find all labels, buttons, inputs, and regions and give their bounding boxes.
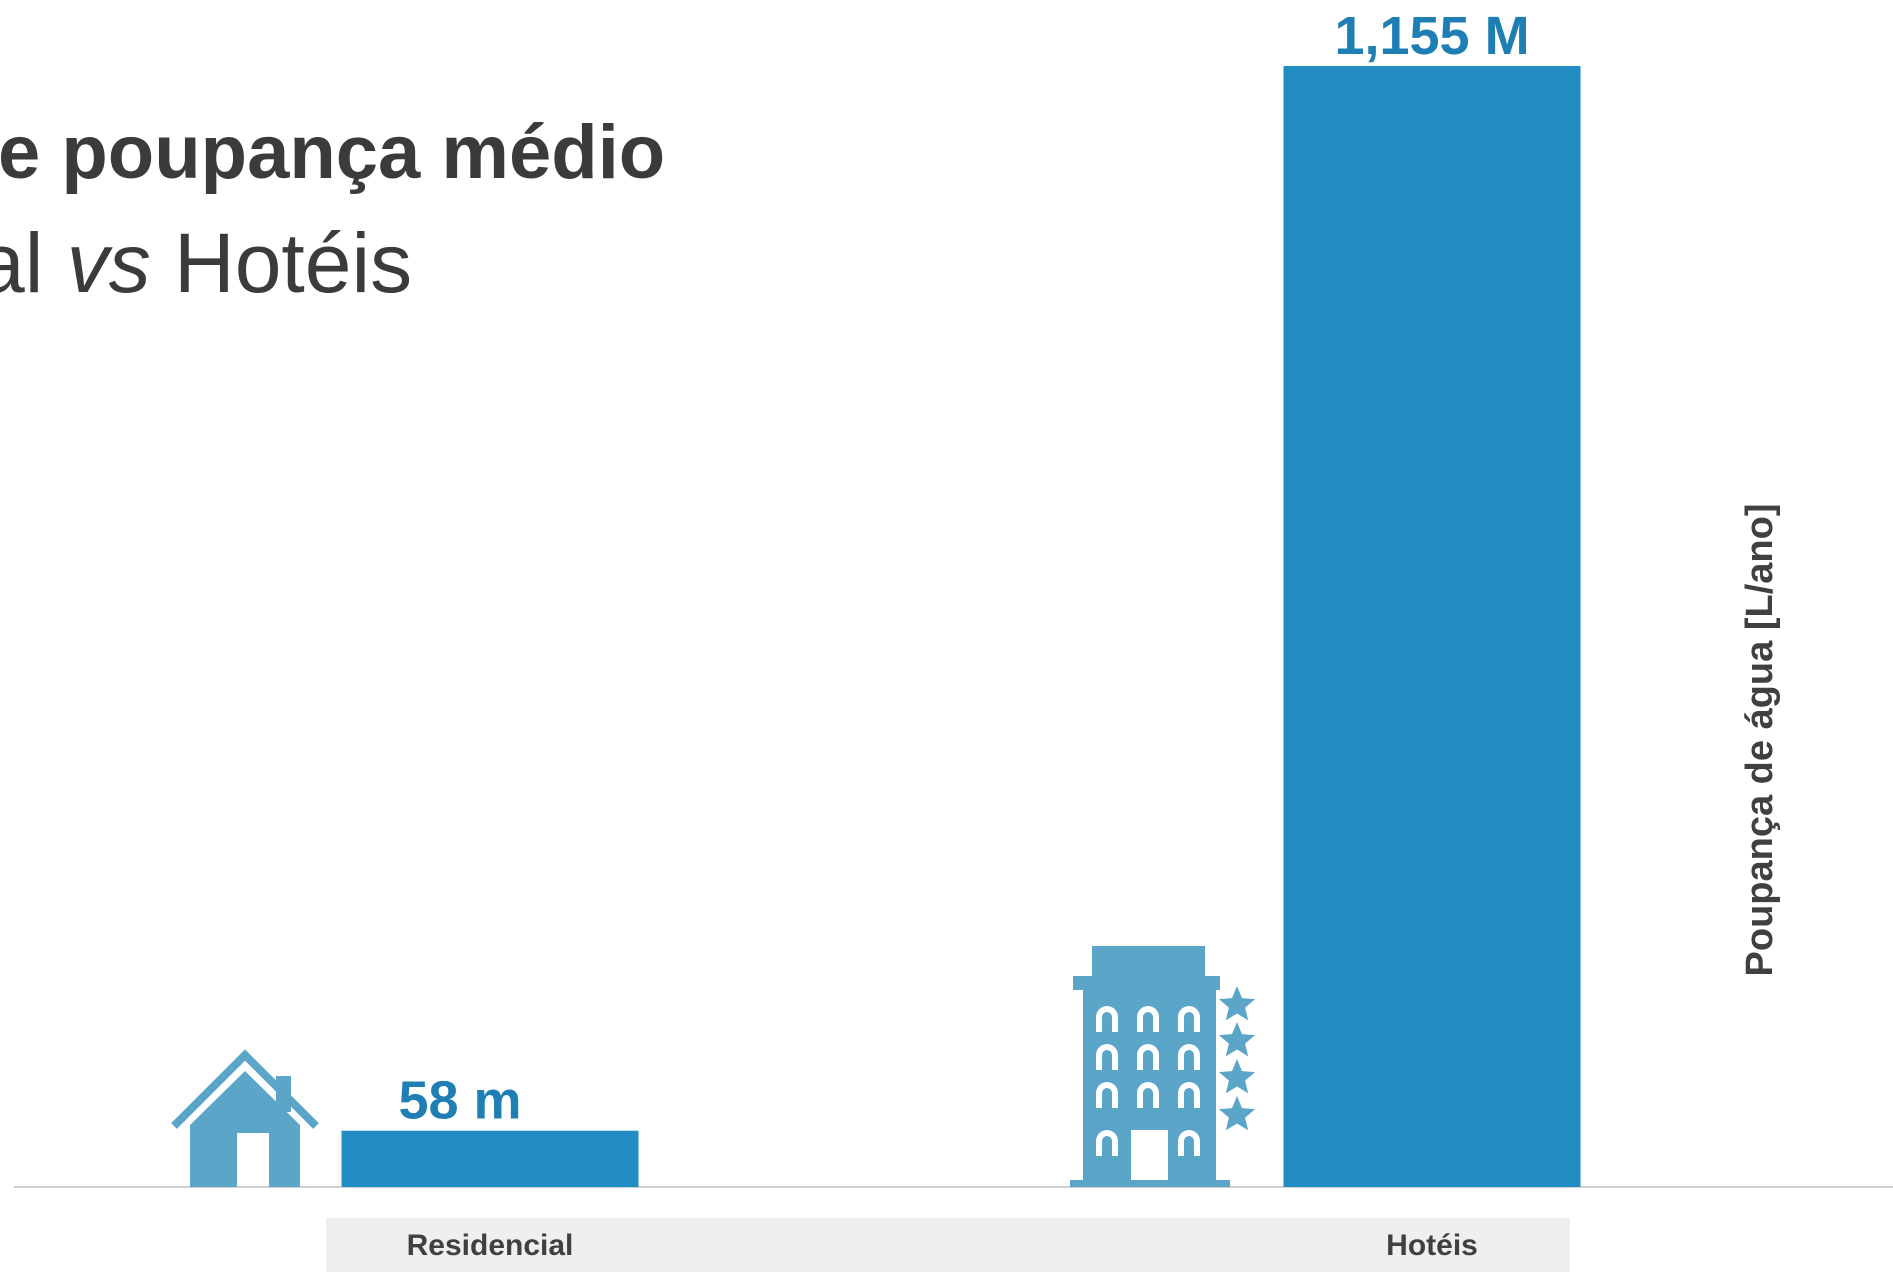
bar-hoteis — [1283, 66, 1581, 1187]
chart-title-line1: e poupança médio — [0, 110, 665, 195]
star-icon — [1218, 986, 1256, 1021]
hotel-building-icon — [1070, 946, 1256, 1187]
category-axis-band — [326, 1218, 1570, 1272]
data-label-residencial: 58 m — [398, 1071, 521, 1131]
hotel-window — [1096, 1006, 1118, 1032]
star-icon — [1218, 1096, 1256, 1131]
title-part-post: Hotéis — [151, 216, 412, 310]
data-label-hoteis: 1,155 M — [1334, 6, 1529, 66]
hotel-window — [1137, 1082, 1159, 1108]
hotel-window — [1096, 1044, 1118, 1070]
house-icon — [171, 1049, 319, 1187]
star-icon — [1218, 1059, 1256, 1094]
hotel-window — [1096, 1130, 1118, 1156]
bar-residencial — [341, 1130, 639, 1187]
bars — [341, 66, 1581, 1187]
hotel-window — [1137, 1006, 1159, 1032]
category-label-residencial: Residencial — [407, 1229, 574, 1262]
hotel-window — [1178, 1006, 1200, 1032]
y-axis-title: Poupança de água [L/ano] — [1739, 504, 1781, 977]
title-part-pre: al — [0, 216, 67, 310]
hotel-window — [1178, 1044, 1200, 1070]
hotel-window — [1178, 1130, 1200, 1156]
title-part-em: vs — [67, 216, 151, 310]
hotel-window — [1096, 1082, 1118, 1108]
hotel-window — [1137, 1044, 1159, 1070]
category-label-hoteis: Hotéis — [1386, 1229, 1478, 1262]
data-labels: 58 m 1,155 M — [398, 6, 1529, 1131]
hotel-window — [1178, 1082, 1200, 1108]
chart-title-line2: al vs Hotéis — [0, 216, 412, 310]
star-icon — [1218, 1022, 1256, 1057]
